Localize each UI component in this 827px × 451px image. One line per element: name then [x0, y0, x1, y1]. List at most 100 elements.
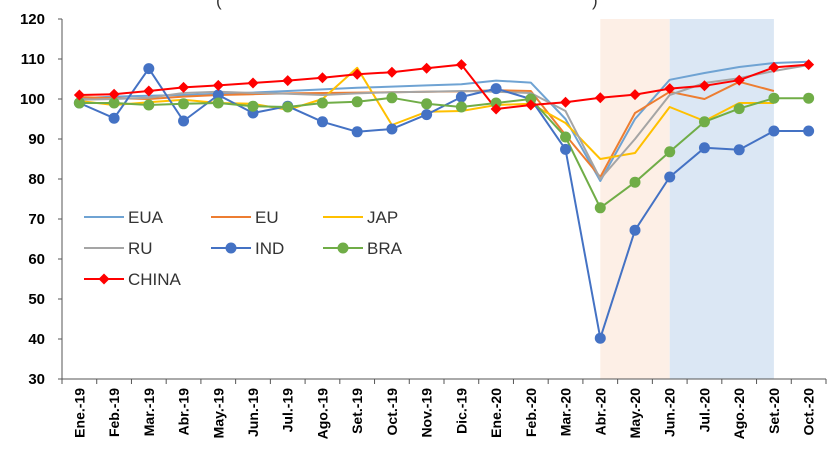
- point-bra: [525, 93, 537, 105]
- x-tick-label-ene-20: Ene.-20: [488, 388, 504, 438]
- point-ind: [386, 123, 398, 135]
- point-china: [455, 59, 467, 71]
- y-tick-label-100: 100: [20, 91, 45, 108]
- point-china: [73, 89, 85, 101]
- point-ind: [629, 224, 641, 236]
- point-ind: [664, 171, 676, 183]
- point-ind: [594, 332, 606, 344]
- legend-label-jap: JAP: [367, 208, 398, 227]
- point-bra: [490, 97, 502, 109]
- series-lines: [78, 60, 809, 340]
- shaded-band-2: [669, 19, 774, 379]
- point-bra: [108, 97, 120, 109]
- y-tick-label-80: 80: [28, 171, 45, 188]
- legend-marker-ind: [225, 242, 237, 254]
- point-china: [490, 103, 502, 115]
- shaded-bands: [600, 19, 774, 379]
- x-tick-label-set-19: Set.-19: [349, 388, 365, 434]
- x-tick-label-set-20: Set.-20: [766, 388, 782, 434]
- x-tick-label-oct-20: Oct.-20: [801, 388, 817, 436]
- x-tick-label-feb-20: Feb.-20: [523, 388, 539, 437]
- point-ind: [733, 144, 745, 156]
- x-tick-label-nov-19: Nov.-19: [419, 388, 435, 438]
- x-tick-label-abr-20: Abr.-20: [592, 388, 608, 436]
- point-bra: [664, 146, 676, 158]
- point-ind: [803, 125, 815, 137]
- legend-label-eua: EUA: [128, 208, 164, 227]
- point-china: [803, 59, 815, 71]
- title-open-paren: (: [216, 0, 222, 10]
- point-ind: [108, 112, 120, 124]
- point-bra: [768, 92, 780, 104]
- point-ind: [490, 83, 502, 95]
- point-china: [386, 66, 398, 78]
- series-markers: [73, 59, 815, 344]
- legend-label-ind: IND: [255, 239, 284, 258]
- point-bra: [455, 101, 467, 113]
- point-bra: [143, 99, 155, 111]
- title-fragment: ( ): [216, 0, 598, 10]
- legend-marker-bra: [337, 242, 349, 254]
- legend: EUA EU JAP RU IND BRA CHINA: [84, 208, 403, 289]
- point-china: [143, 85, 155, 97]
- point-ind: [560, 143, 572, 155]
- point-bra: [560, 131, 572, 143]
- y-tick-label-110: 110: [21, 51, 45, 68]
- title-close-paren: ): [592, 0, 598, 10]
- y-tick-label-70: 70: [28, 211, 45, 228]
- x-tick-label-oct-19: Oct.-19: [384, 388, 400, 436]
- point-china: [698, 80, 710, 92]
- point-china: [351, 68, 363, 80]
- point-china: [594, 92, 606, 104]
- x-tick-label-mar-20: Mar.-20: [558, 388, 574, 436]
- series-line-eua: [79, 60, 809, 182]
- point-ind: [212, 89, 224, 101]
- point-bra: [316, 97, 328, 109]
- y-tick-label-60: 60: [28, 251, 45, 268]
- x-tick-label-feb-19: Feb.-19: [106, 388, 122, 437]
- x-tick-label-ago-20: Ago.-20: [731, 388, 747, 440]
- x-tick-label-dic-19: Dic.-19: [453, 388, 469, 434]
- point-ind: [178, 115, 190, 127]
- point-bra: [212, 97, 224, 109]
- point-bra: [178, 98, 190, 110]
- y-tick-label-40: 40: [28, 331, 45, 348]
- legend-label-eu: EU: [255, 208, 279, 227]
- point-china: [212, 79, 224, 91]
- point-china: [560, 96, 572, 108]
- point-china: [178, 81, 190, 93]
- point-bra: [594, 202, 606, 214]
- point-bra: [733, 103, 745, 115]
- point-bra: [351, 96, 363, 108]
- point-ind: [143, 63, 155, 75]
- legend-label-bra: BRA: [367, 239, 403, 258]
- point-ind: [351, 126, 363, 138]
- point-bra: [803, 92, 815, 104]
- x-tick-label-may-19: May.-19: [210, 388, 226, 439]
- legend-label-ru: RU: [128, 239, 153, 258]
- x-tick-label-abr-19: Abr.-19: [176, 388, 192, 436]
- point-bra: [73, 97, 85, 109]
- point-china: [247, 77, 259, 89]
- series-line-china: [79, 63, 809, 110]
- point-china: [316, 72, 328, 84]
- point-china: [421, 62, 433, 74]
- point-china: [525, 99, 537, 111]
- legend-marker-china: [98, 273, 110, 285]
- x-tick-label-mar-19: Mar.-19: [141, 388, 157, 436]
- y-tick-label-120: 120: [20, 11, 45, 28]
- legend-label-china: CHINA: [128, 270, 182, 289]
- point-ind: [421, 109, 433, 121]
- x-tick-label-jun-20: Jun.-20: [662, 388, 678, 437]
- point-ind: [698, 142, 710, 154]
- y-tick-label-90: 90: [28, 131, 45, 148]
- x-tick-label-ago-19: Ago.-19: [314, 388, 330, 440]
- point-bra: [247, 100, 259, 112]
- axes: 30 40 50 60 70 80 90 100 110 120 Ene.-19 Feb.-19 Mar…: [20, 11, 827, 440]
- point-china: [629, 89, 641, 101]
- x-tick-label-jun-19: Jun.-19: [245, 388, 261, 437]
- x-tick-label-jul-20: Jul.-20: [696, 388, 712, 433]
- point-bra: [282, 101, 294, 113]
- series-line-bra: [79, 96, 809, 209]
